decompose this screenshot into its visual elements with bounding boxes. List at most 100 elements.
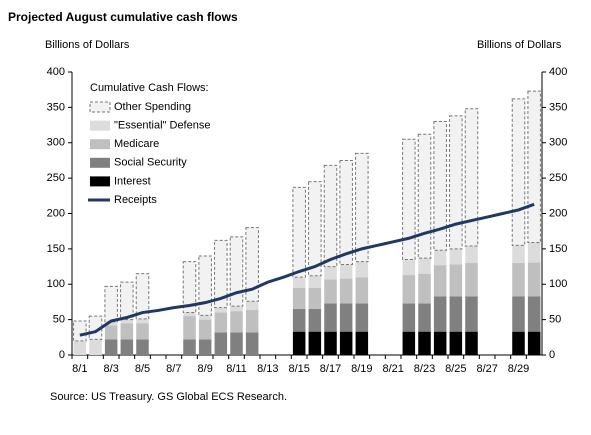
y2-tick-label: 50	[549, 314, 561, 326]
x-tick-label: 8/1	[72, 363, 87, 375]
bar-segment	[183, 339, 196, 355]
bar-segment	[449, 115, 463, 250]
bar-segment	[198, 339, 212, 355]
bar-segment	[183, 312, 196, 317]
y2-tick-label: 250	[549, 172, 567, 184]
bar-segment	[527, 296, 541, 332]
bar-segment	[355, 261, 369, 278]
bar-segment	[324, 266, 337, 280]
bar-segment	[355, 303, 369, 332]
x-tick-label: 8/3	[104, 363, 119, 375]
legend-label: Social Security	[114, 157, 187, 169]
bar-segment	[402, 275, 416, 304]
bar-segment	[308, 331, 322, 355]
legend-label: Medicare	[114, 138, 159, 150]
bar-segment	[214, 332, 228, 355]
bar-segment	[465, 331, 478, 355]
y2-axis-label: Billions of Dollars	[477, 39, 562, 51]
x-tick-label: 8/25	[445, 363, 466, 375]
legend-swatch	[90, 120, 110, 131]
bar-segment	[198, 319, 212, 340]
bar-segment	[512, 245, 525, 264]
legend-label: Receipts	[114, 194, 157, 206]
bar-segment	[511, 98, 526, 246]
source-note: Source: US Treasury. GS Global ECS Resea…	[50, 391, 287, 403]
x-tick-label: 8/29	[508, 363, 529, 375]
bar-segment	[433, 296, 447, 332]
bar-segment	[136, 339, 149, 355]
bar-segment	[245, 301, 259, 310]
bar-segment	[120, 319, 134, 324]
bar-segment	[245, 227, 259, 302]
legend-label: "Essential" Defense	[114, 120, 210, 132]
bar-segment	[433, 250, 447, 266]
y-tick-label: 350	[47, 101, 65, 113]
bar-segment	[324, 303, 337, 332]
bar-segment	[402, 303, 416, 332]
x-tick-label: 8/19	[351, 363, 372, 375]
bar-segment	[355, 152, 369, 263]
bar-segment	[230, 306, 243, 312]
bar-segment	[214, 312, 228, 333]
chart-title: Projected August cumulative cash flows	[8, 10, 238, 24]
bar-segment	[230, 311, 243, 333]
bar-segment	[465, 296, 478, 332]
bar-segment	[449, 248, 463, 265]
x-tick-label: 8/15	[288, 363, 309, 375]
bar-segment	[418, 258, 431, 274]
y-axis-label: Billions of Dollars	[45, 39, 130, 51]
bar-segment	[308, 275, 322, 288]
x-tick-label: 8/11	[226, 363, 247, 375]
bar-segment	[323, 164, 338, 268]
bar-segment	[292, 277, 306, 288]
bar-segment	[339, 331, 353, 355]
bar-segment	[527, 90, 541, 244]
bar-segment	[324, 331, 337, 355]
bar-segment	[465, 263, 478, 297]
bar-segment	[89, 339, 102, 355]
bar-segment	[402, 259, 416, 276]
y2-tick-label: 400	[549, 66, 567, 78]
bar-segment	[120, 323, 134, 340]
x-tick-label: 8/13	[257, 363, 278, 375]
bar-segment	[402, 331, 416, 355]
x-tick-label: 8/27	[476, 363, 497, 375]
y-tick-label: 200	[47, 207, 65, 219]
bar-segment	[527, 242, 541, 263]
bar-segment	[339, 264, 353, 279]
legend-label: Other Spending	[114, 101, 191, 113]
bar-segment	[527, 331, 541, 355]
y-tick-label: 0	[59, 349, 65, 361]
bar-segment	[292, 287, 306, 310]
bar-segment	[182, 261, 197, 314]
bar-segment	[339, 303, 353, 332]
bar-segment	[433, 121, 447, 251]
bar-segment	[136, 323, 149, 340]
legend-swatch	[89, 101, 111, 113]
bar-segment	[418, 303, 431, 332]
bar-segment	[136, 318, 149, 324]
bar-segment	[214, 307, 228, 313]
receipts-line	[79, 202, 535, 337]
bar-segment	[465, 246, 478, 264]
bar-segment	[104, 339, 118, 355]
y2-tick-label: 350	[549, 101, 567, 113]
x-tick-label: 8/21	[382, 363, 403, 375]
bar-segment	[104, 285, 118, 323]
y-tick-label: 250	[47, 172, 65, 184]
y2-tick-label: 300	[549, 137, 567, 149]
x-tick-label: 8/9	[198, 363, 213, 375]
y2-tick-label: 0	[549, 349, 555, 361]
bar-segment	[120, 339, 134, 355]
legend-title: Cumulative Cash Flows:	[90, 82, 209, 94]
bar-segment	[512, 296, 525, 332]
bar-segment	[512, 263, 525, 297]
bar-segment	[230, 332, 243, 355]
y2-tick-label: 150	[549, 243, 567, 255]
bar-segment	[229, 236, 244, 307]
bar-segment	[214, 239, 228, 309]
y2-tick-label: 200	[549, 207, 567, 219]
bar-segment	[120, 281, 134, 321]
bar-segment	[183, 316, 196, 340]
